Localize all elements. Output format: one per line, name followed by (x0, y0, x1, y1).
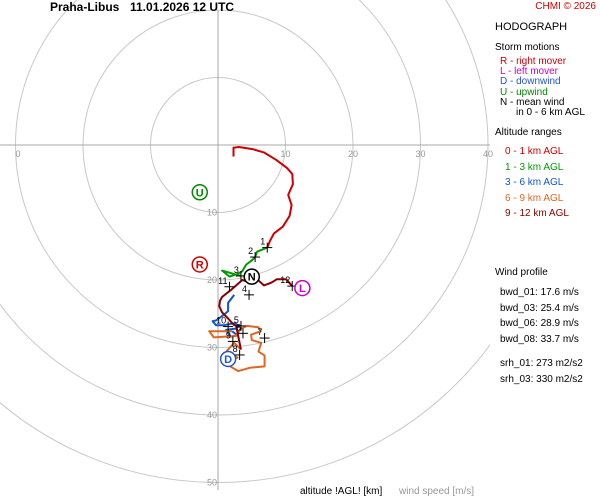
altitude-mark-label: 1 (260, 237, 265, 247)
wp-legend-item: bwd_01: 17.6 m/s (500, 287, 579, 298)
alt-legend-item: 3 - 6 km AGL (505, 177, 564, 188)
storm-motion-markers: R L D U N (191, 184, 311, 368)
altitude-mark-label: 10 (216, 316, 226, 326)
x-tick-label: 40 (483, 149, 493, 159)
wp-legend-item: bwd_03: 25.4 m/s (500, 302, 579, 314)
altitude-axis-label: altitude !AGL! [km] (300, 486, 383, 497)
series-line (221, 246, 268, 278)
x-tick-label: 0 (15, 149, 20, 159)
series-line (232, 146, 294, 248)
altitude-mark-label: 12 (280, 275, 290, 285)
altitude-mark-label: 11 (218, 276, 227, 286)
x-tick-label: 10 (280, 149, 290, 159)
storm-legend-item: in 0 - 6 km AGL (516, 107, 585, 118)
y-tick-label: 10 (207, 208, 217, 218)
storm-legend-item: U - upwind (500, 86, 548, 98)
storm-motion-marker (219, 350, 237, 368)
series-line (211, 294, 241, 338)
storm-legend-item: L - left mover (500, 66, 558, 78)
speed-axis-label: wind speed [m/s] (399, 486, 475, 497)
altitude-mark-label: 4 (242, 284, 247, 294)
storm-legend-item: N - mean wind (500, 96, 565, 108)
y-tick-label: 40 (207, 410, 217, 420)
speed-ring (0, 343, 490, 483)
storm-motion-marker (294, 279, 311, 297)
storm-motions-heading: Storm motions (495, 42, 560, 53)
y-tick-label: 50 (207, 478, 217, 488)
altitude-mark-label: 7 (258, 327, 263, 337)
axis-tick-labels: 0 10 20 30 40 10 20 30 40 50 (15, 149, 493, 488)
altitude-mark-label: 6 (236, 322, 241, 332)
alt-legend-item: 1 - 3 km AGL (505, 161, 564, 173)
altitude-mark-label: 2 (248, 246, 253, 256)
credit-text: CHMI © 2026 (535, 1, 596, 12)
alt-legend-item: 9 - 12 km AGL (505, 208, 569, 219)
storm-motion-marker (243, 268, 260, 285)
altitude-mark-label: 3 (234, 265, 239, 275)
y-tick-label: 30 (207, 343, 217, 353)
storm-motion-label: U (196, 187, 204, 199)
series-line (218, 276, 294, 350)
x-tick-label: 30 (415, 149, 425, 159)
panel-title: HODOGRAPH (495, 21, 568, 33)
storm-legend-item: R - right mover (500, 56, 567, 67)
wind-profile-heading: Wind profile (495, 267, 548, 278)
alt-legend-item: 0 - 1 km AGL (505, 146, 564, 157)
storm-motion-label: R (196, 259, 204, 271)
altitude-mark-label: 5 (234, 315, 239, 325)
storm-motion-label: D (224, 354, 232, 366)
station-name: Praha-Libus (50, 0, 120, 14)
storm-legend-item: D - downwind (500, 76, 561, 88)
wp-legend-item: bwd_08: 33.7 m/s (500, 333, 579, 345)
hodograph-grid (0, 0, 490, 490)
alt-legend-item: 6 - 9 km AGL (505, 192, 564, 204)
altitude-ranges-heading: Altitude ranges (495, 127, 562, 138)
grid-rings (0, 0, 490, 490)
wp-legend-item: bwd_06: 28.9 m/s (500, 318, 579, 329)
storm-motion-label: N (248, 272, 256, 284)
storm-motion-marker (191, 256, 209, 273)
storm-motion-marker (191, 184, 209, 201)
x-tick-label: 20 (348, 149, 358, 159)
altitude-mark-label: 9 (226, 330, 231, 340)
altitude-mark-label: 8 (233, 344, 238, 354)
wp-legend-item: srh_01: 273 m2/s2 (500, 358, 583, 369)
valid-time: 11.01.2026 12 UTC (130, 0, 235, 14)
y-tick-label: 20 (207, 275, 217, 285)
storm-motion-label: L (299, 283, 306, 295)
wp-legend-item: srh_03: 330 m2/s2 (500, 373, 583, 385)
